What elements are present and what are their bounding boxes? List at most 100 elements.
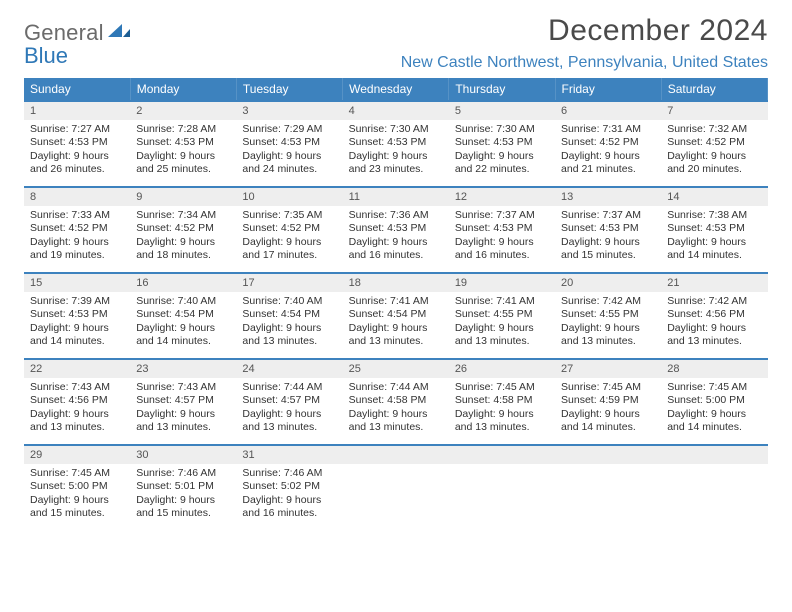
day-details: Sunrise: 7:39 AMSunset: 4:53 PMDaylight:… [24,292,130,351]
weekday-header: Saturday [661,78,767,101]
sunrise-text: Sunrise: 7:37 AM [455,209,549,222]
day-number: 30 [130,446,236,464]
calendar-page: General Blue December 2024 New Castle No… [0,0,792,612]
day-details: Sunrise: 7:43 AMSunset: 4:56 PMDaylight:… [24,378,130,437]
calendar-day-cell: 28Sunrise: 7:45 AMSunset: 5:00 PMDayligh… [661,359,767,445]
daylight-text: Daylight: 9 hours and 16 minutes. [242,494,336,521]
sunrise-text: Sunrise: 7:45 AM [561,381,655,394]
calendar-empty-cell [555,445,661,531]
daylight-text: Daylight: 9 hours and 13 minutes. [455,408,549,435]
logo-text-block: General Blue [24,22,130,69]
sunrise-text: Sunrise: 7:43 AM [136,381,230,394]
day-number: 17 [236,274,342,292]
daylight-text: Daylight: 9 hours and 21 minutes. [561,150,655,177]
sunset-text: Sunset: 4:53 PM [561,222,655,235]
day-number [343,446,449,464]
sunset-text: Sunset: 4:54 PM [242,308,336,321]
daylight-text: Daylight: 9 hours and 19 minutes. [30,236,124,263]
sunrise-text: Sunrise: 7:39 AM [30,295,124,308]
sunrise-text: Sunrise: 7:31 AM [561,123,655,136]
sunrise-text: Sunrise: 7:45 AM [30,467,124,480]
calendar-day-cell: 18Sunrise: 7:41 AMSunset: 4:54 PMDayligh… [343,273,449,359]
sunset-text: Sunset: 4:53 PM [30,136,124,149]
day-details: Sunrise: 7:32 AMSunset: 4:52 PMDaylight:… [661,120,767,179]
daylight-text: Daylight: 9 hours and 13 minutes. [242,408,336,435]
daylight-text: Daylight: 9 hours and 14 minutes. [561,408,655,435]
sunset-text: Sunset: 4:53 PM [667,222,761,235]
sunrise-text: Sunrise: 7:33 AM [30,209,124,222]
sunset-text: Sunset: 4:52 PM [561,136,655,149]
daylight-text: Daylight: 9 hours and 14 minutes. [30,322,124,349]
day-details: Sunrise: 7:28 AMSunset: 4:53 PMDaylight:… [130,120,236,179]
sunrise-text: Sunrise: 7:41 AM [349,295,443,308]
calendar-day-cell: 23Sunrise: 7:43 AMSunset: 4:57 PMDayligh… [130,359,236,445]
day-number: 23 [130,360,236,378]
weekday-header: Tuesday [236,78,342,101]
day-number: 14 [661,188,767,206]
sunset-text: Sunset: 4:53 PM [455,222,549,235]
day-details: Sunrise: 7:34 AMSunset: 4:52 PMDaylight:… [130,206,236,265]
logo-word-blue: Blue [24,43,130,69]
calendar-day-cell: 7Sunrise: 7:32 AMSunset: 4:52 PMDaylight… [661,101,767,187]
sunset-text: Sunset: 4:53 PM [349,222,443,235]
calendar-day-cell: 8Sunrise: 7:33 AMSunset: 4:52 PMDaylight… [24,187,130,273]
day-number: 22 [24,360,130,378]
calendar-day-cell: 11Sunrise: 7:36 AMSunset: 4:53 PMDayligh… [343,187,449,273]
daylight-text: Daylight: 9 hours and 16 minutes. [455,236,549,263]
calendar-day-cell: 25Sunrise: 7:44 AMSunset: 4:58 PMDayligh… [343,359,449,445]
sunset-text: Sunset: 4:55 PM [455,308,549,321]
day-details: Sunrise: 7:33 AMSunset: 4:52 PMDaylight:… [24,206,130,265]
day-details: Sunrise: 7:35 AMSunset: 4:52 PMDaylight:… [236,206,342,265]
day-number: 3 [236,102,342,120]
day-details: Sunrise: 7:37 AMSunset: 4:53 PMDaylight:… [555,206,661,265]
month-title: December 2024 [401,14,768,48]
sunset-text: Sunset: 4:54 PM [136,308,230,321]
day-details: Sunrise: 7:31 AMSunset: 4:52 PMDaylight:… [555,120,661,179]
day-details: Sunrise: 7:46 AMSunset: 5:02 PMDaylight:… [236,464,342,523]
sunrise-text: Sunrise: 7:28 AM [136,123,230,136]
calendar-day-cell: 31Sunrise: 7:46 AMSunset: 5:02 PMDayligh… [236,445,342,531]
weekday-header: Friday [555,78,661,101]
daylight-text: Daylight: 9 hours and 15 minutes. [30,494,124,521]
daylight-text: Daylight: 9 hours and 14 minutes. [667,236,761,263]
weekday-header: Monday [130,78,236,101]
sunrise-text: Sunrise: 7:44 AM [349,381,443,394]
sunset-text: Sunset: 4:53 PM [136,136,230,149]
day-number: 6 [555,102,661,120]
calendar-day-cell: 29Sunrise: 7:45 AMSunset: 5:00 PMDayligh… [24,445,130,531]
sunrise-text: Sunrise: 7:38 AM [667,209,761,222]
day-number: 8 [24,188,130,206]
sunrise-text: Sunrise: 7:32 AM [667,123,761,136]
calendar-day-cell: 3Sunrise: 7:29 AMSunset: 4:53 PMDaylight… [236,101,342,187]
day-details: Sunrise: 7:42 AMSunset: 4:55 PMDaylight:… [555,292,661,351]
daylight-text: Daylight: 9 hours and 22 minutes. [455,150,549,177]
day-details: Sunrise: 7:42 AMSunset: 4:56 PMDaylight:… [661,292,767,351]
brand-logo: General Blue [24,14,130,69]
daylight-text: Daylight: 9 hours and 13 minutes. [667,322,761,349]
sunset-text: Sunset: 4:57 PM [242,394,336,407]
sunrise-text: Sunrise: 7:43 AM [30,381,124,394]
calendar-day-cell: 21Sunrise: 7:42 AMSunset: 4:56 PMDayligh… [661,273,767,359]
day-details: Sunrise: 7:41 AMSunset: 4:55 PMDaylight:… [449,292,555,351]
sunset-text: Sunset: 4:56 PM [30,394,124,407]
calendar-day-cell: 15Sunrise: 7:39 AMSunset: 4:53 PMDayligh… [24,273,130,359]
calendar-day-cell: 13Sunrise: 7:37 AMSunset: 4:53 PMDayligh… [555,187,661,273]
day-details: Sunrise: 7:30 AMSunset: 4:53 PMDaylight:… [343,120,449,179]
daylight-text: Daylight: 9 hours and 20 minutes. [667,150,761,177]
calendar-day-cell: 20Sunrise: 7:42 AMSunset: 4:55 PMDayligh… [555,273,661,359]
daylight-text: Daylight: 9 hours and 16 minutes. [349,236,443,263]
day-number [449,446,555,464]
sunrise-text: Sunrise: 7:30 AM [455,123,549,136]
sunset-text: Sunset: 5:00 PM [30,480,124,493]
sunset-text: Sunset: 4:59 PM [561,394,655,407]
calendar-day-cell: 24Sunrise: 7:44 AMSunset: 4:57 PMDayligh… [236,359,342,445]
sunset-text: Sunset: 4:52 PM [30,222,124,235]
calendar-week-row: 8Sunrise: 7:33 AMSunset: 4:52 PMDaylight… [24,187,768,273]
sunset-text: Sunset: 4:54 PM [349,308,443,321]
daylight-text: Daylight: 9 hours and 26 minutes. [30,150,124,177]
calendar-day-cell: 30Sunrise: 7:46 AMSunset: 5:01 PMDayligh… [130,445,236,531]
daylight-text: Daylight: 9 hours and 13 minutes. [455,322,549,349]
day-number: 18 [343,274,449,292]
day-number: 25 [343,360,449,378]
weekday-header: Wednesday [343,78,449,101]
